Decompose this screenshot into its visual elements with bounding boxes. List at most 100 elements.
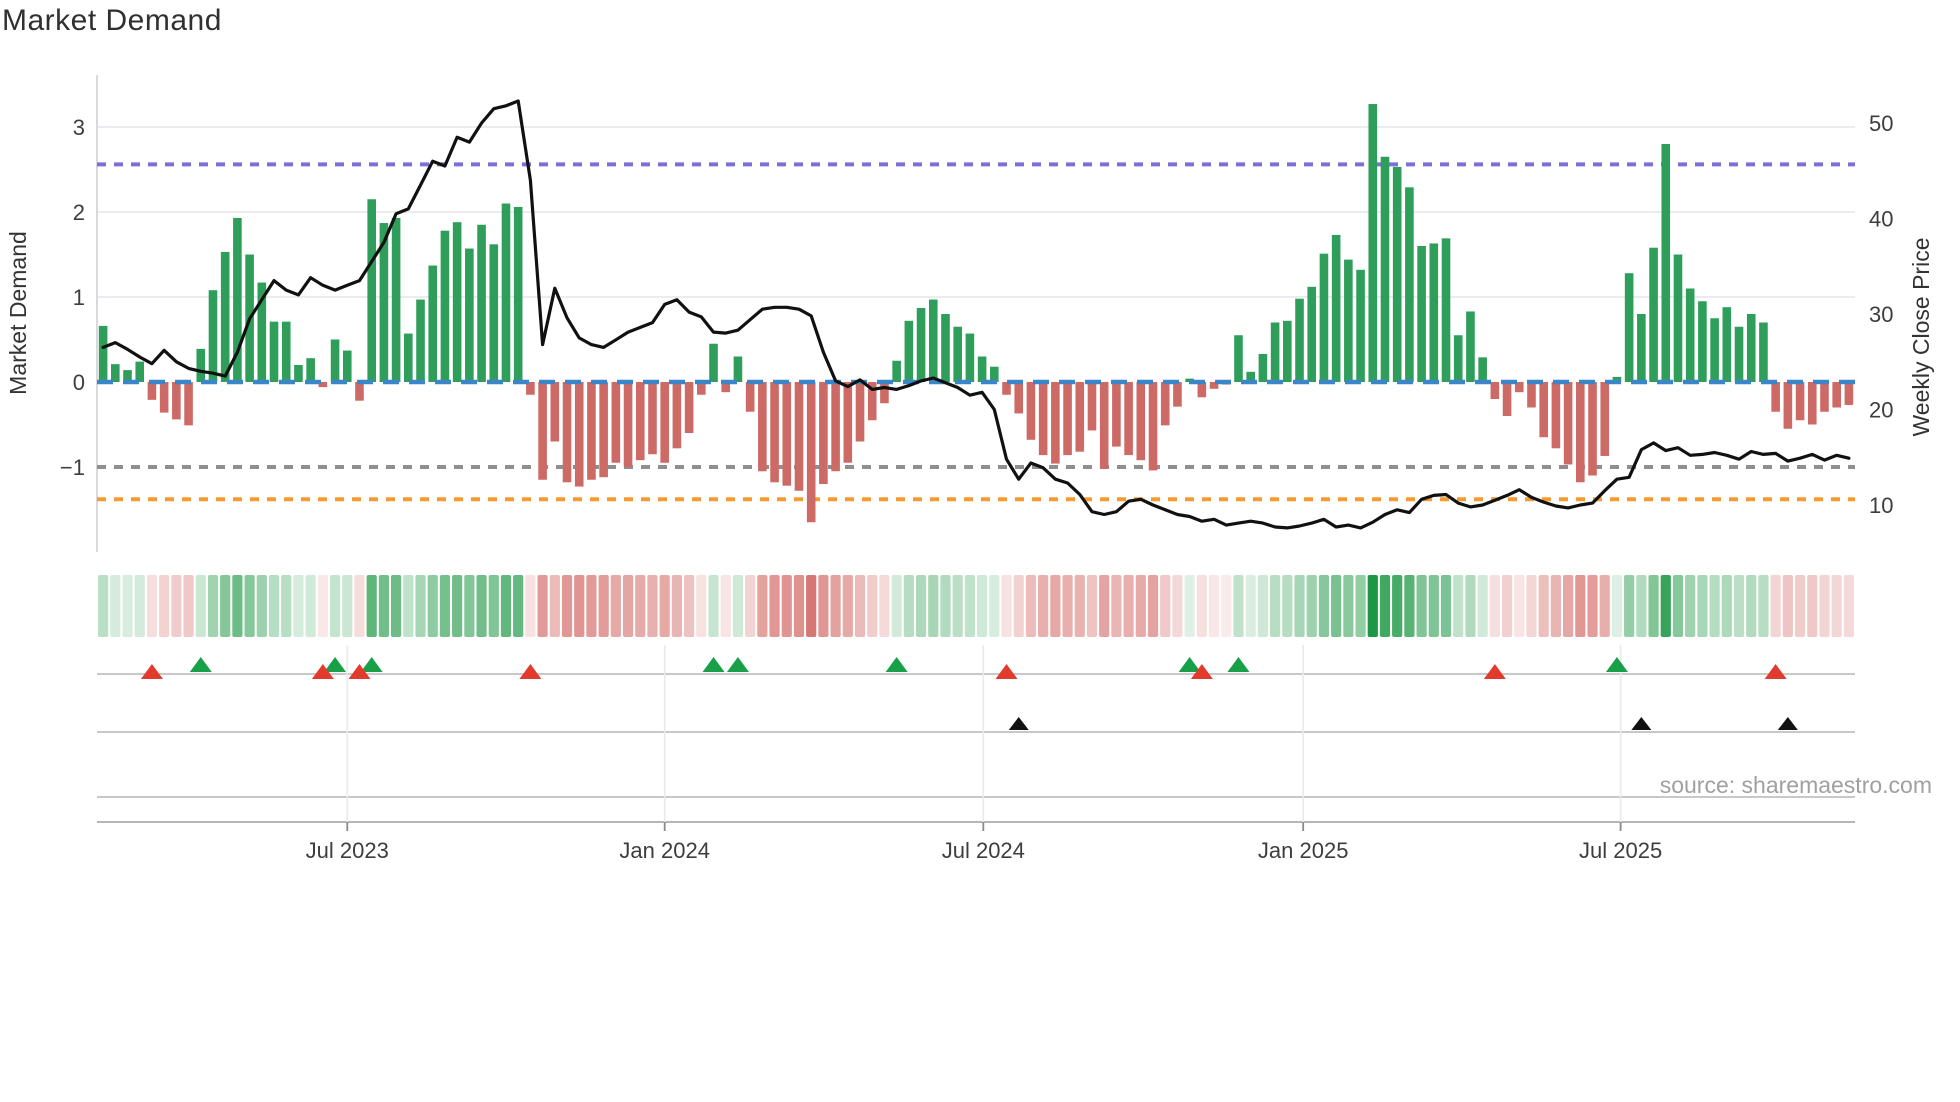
- heatmap-cell: [1392, 575, 1403, 637]
- demand-bar: [135, 361, 145, 382]
- heatmap-cell: [1563, 575, 1574, 637]
- flip-up-marker: [1227, 657, 1250, 672]
- heatmap-cell: [391, 575, 402, 637]
- heatmap-cell: [1331, 575, 1342, 637]
- demand-bar: [477, 224, 486, 382]
- heatmap-cell: [1538, 575, 1549, 637]
- demand-bar: [379, 223, 389, 382]
- heatmap-cell: [842, 575, 853, 637]
- flip-up-marker: [189, 657, 212, 672]
- demand-bar: [1368, 104, 1378, 383]
- heatmap-cell: [1343, 575, 1354, 637]
- heatmap-cell: [1147, 575, 1159, 637]
- y-tick-label-right: 40: [1869, 207, 1893, 232]
- heatmap-cell: [1135, 575, 1146, 637]
- flip-up-marker: [726, 657, 749, 672]
- demand-bar: [1319, 253, 1329, 382]
- heatmap-cell: [1038, 575, 1049, 637]
- flip-up-marker: [324, 657, 347, 672]
- demand-bar: [1307, 286, 1317, 382]
- demand-bar: [648, 382, 657, 455]
- heatmap-cell: [684, 575, 695, 637]
- demand-bar: [1478, 357, 1487, 382]
- heatmap-cell: [342, 575, 353, 637]
- heatmap-cell: [293, 575, 304, 637]
- heatmap-cell: [1636, 575, 1647, 637]
- heatmap-cell: [488, 575, 499, 637]
- heatmap-cell: [1465, 575, 1476, 637]
- x-tick-label: Jan 2024: [619, 838, 710, 863]
- demand-bar: [941, 314, 950, 382]
- demand-bar: [208, 290, 218, 382]
- heatmap-cell: [732, 575, 744, 637]
- demand-bar: [672, 382, 682, 449]
- source-text: source: sharemaestro.com: [1660, 772, 1932, 798]
- heatmap-cell: [1672, 575, 1684, 637]
- y-tick-label-left: 0: [73, 370, 85, 395]
- heatmap-cell: [159, 575, 170, 637]
- demand-bar: [1246, 371, 1255, 382]
- demand-bar: [758, 382, 767, 472]
- demand-bar: [635, 382, 645, 461]
- y-tick-label-left: 1: [73, 285, 85, 310]
- heatmap-cell: [281, 575, 292, 637]
- heatmap-cell: [1624, 575, 1635, 637]
- demand-bar: [1392, 166, 1402, 382]
- heatmap-cell: [1257, 575, 1268, 637]
- demand-bar: [1270, 322, 1280, 382]
- heatmap-cell: [183, 575, 194, 637]
- heatmap-cell: [207, 575, 219, 637]
- demand-bar: [916, 308, 926, 382]
- demand-bar: [1759, 322, 1768, 382]
- heatmap-cell: [1599, 575, 1610, 637]
- heatmap-cell: [329, 575, 341, 637]
- demand-bar: [281, 321, 291, 382]
- demand-bar: [1600, 382, 1610, 456]
- heatmap-cell: [1746, 575, 1757, 637]
- heatmap-cell: [867, 575, 878, 637]
- flip-up-marker: [1605, 657, 1628, 672]
- heatmap-cell: [818, 575, 829, 637]
- demand-bar: [1136, 382, 1146, 461]
- demand-bar: [1124, 382, 1133, 456]
- demand-bar: [660, 382, 669, 463]
- demand-bar: [1197, 382, 1207, 398]
- heatmap-cell: [1453, 575, 1464, 637]
- heatmap-cell: [305, 575, 316, 637]
- demand-bar: [269, 321, 279, 382]
- demand-bar: [111, 364, 120, 382]
- heatmap-cell: [1733, 575, 1745, 637]
- heatmap-cell: [171, 575, 182, 637]
- weekly-close-line: [101, 99, 1851, 530]
- demand-bar: [428, 265, 438, 382]
- demand-bar: [770, 382, 779, 483]
- demand-bar: [330, 339, 340, 382]
- heatmap-cell: [1550, 575, 1561, 637]
- left-axis-title: Market Demand: [5, 231, 31, 395]
- flip-down-marker: [1190, 664, 1213, 679]
- heatmap-cell: [1294, 575, 1305, 637]
- demand-bar: [452, 222, 462, 382]
- price-cross-marker: [1631, 717, 1652, 730]
- heatmap-cell: [1819, 575, 1830, 637]
- demand-bar: [440, 230, 450, 382]
- heatmap-cell: [1770, 575, 1781, 637]
- demand-bar: [1148, 382, 1158, 471]
- demand-bar: [1112, 382, 1121, 447]
- heatmap-cell: [1074, 575, 1085, 637]
- demand-bar: [855, 382, 865, 442]
- heatmap-cell: [635, 575, 646, 637]
- demand-bar: [1466, 311, 1475, 382]
- demand-bar: [1698, 301, 1707, 382]
- demand-bar: [1087, 382, 1097, 431]
- demand-bar: [513, 206, 523, 382]
- heatmap-cell: [256, 575, 267, 637]
- demand-bar: [1234, 335, 1243, 382]
- demand-bar: [1014, 382, 1024, 414]
- heatmap-cell: [1526, 575, 1537, 637]
- heatmap-cell: [220, 575, 231, 637]
- demand-bar: [574, 382, 584, 487]
- heatmap-cell: [598, 575, 609, 637]
- heatmap-cell: [1233, 575, 1244, 637]
- demand-bar: [611, 382, 621, 463]
